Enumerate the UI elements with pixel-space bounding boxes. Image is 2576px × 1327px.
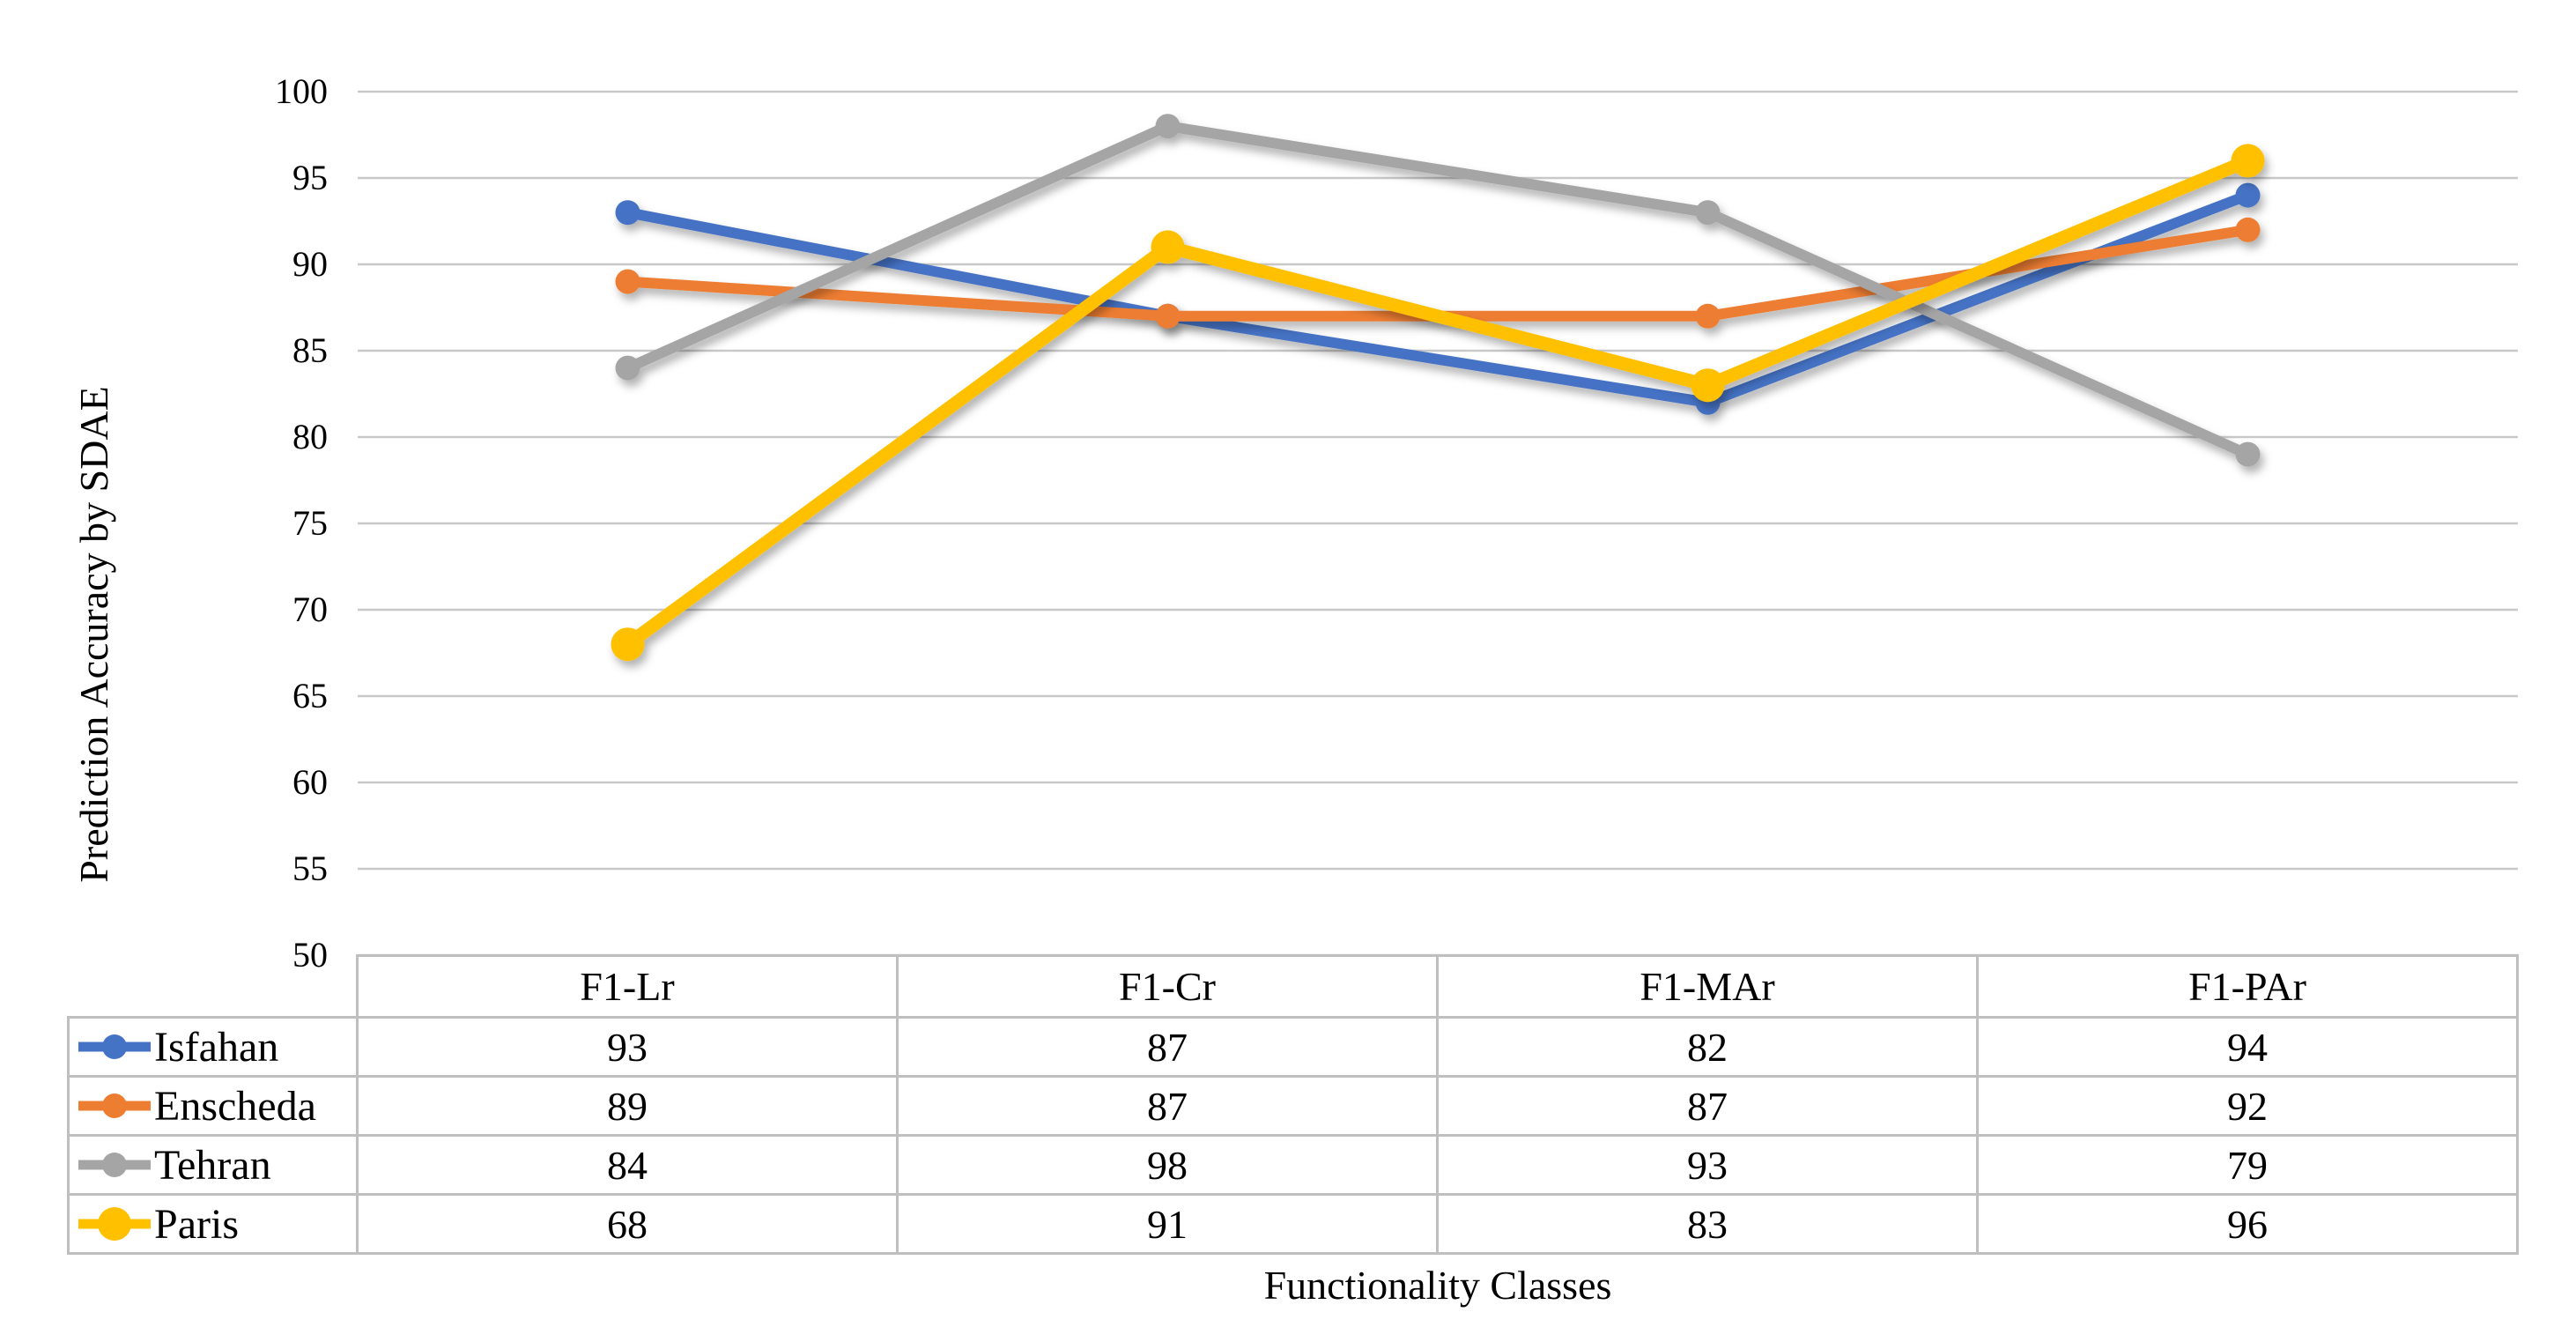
y-tick-label: 85: [292, 330, 328, 370]
table-value-cell: 94: [1976, 1016, 2519, 1078]
table-value-cell: 89: [356, 1075, 899, 1137]
table-value-cell: 87: [896, 1075, 1439, 1137]
data-point-marker: [2235, 441, 2261, 467]
category-header: F1-PAr: [1976, 954, 2519, 1019]
y-tick-label: 100: [275, 71, 328, 111]
table-value-cell: 87: [1436, 1075, 1979, 1137]
table-value-cell: 84: [356, 1134, 899, 1196]
y-tick-label: 60: [292, 762, 328, 802]
table-row: Paris 68 91 83 96: [67, 1193, 2519, 1255]
y-tick-label: 75: [292, 503, 328, 543]
table-value-cell: 87: [896, 1016, 1439, 1078]
data-point-marker: [611, 627, 645, 662]
legend-line-marker-icon: [78, 1034, 151, 1059]
data-point-marker: [1155, 303, 1181, 329]
series-paris: [611, 144, 2265, 662]
y-tick-label: 55: [292, 849, 328, 888]
legend-line-marker-icon: [78, 1207, 151, 1241]
series-name: Paris: [154, 1200, 239, 1248]
category-header: F1-Lr: [356, 954, 899, 1019]
table-value-cell: 98: [896, 1134, 1439, 1196]
category-header: F1-MAr: [1436, 954, 1979, 1019]
series-line: [622, 121, 2254, 460]
legend-cell: Tehran: [67, 1134, 359, 1196]
table-row: Isfahan 93 87 82 94: [67, 1016, 2519, 1078]
table-value-cell: 91: [896, 1193, 1439, 1255]
data-point-marker: [1155, 114, 1181, 139]
table-row: Tehran 84 98 93 79: [67, 1134, 2519, 1196]
y-tick-label: 70: [292, 589, 328, 629]
data-point-marker: [1695, 200, 1721, 226]
data-table-with-legend: F1-Lr F1-Cr F1-MAr F1-PAr Isfahan 93 87 82 94 Ens…: [67, 954, 2519, 1255]
legend-cell: Enscheda: [67, 1075, 359, 1137]
y-tick-label: 50: [292, 935, 328, 975]
series-line: [622, 224, 2254, 322]
y-tick-label: 65: [292, 676, 328, 715]
series-name: Isfahan: [154, 1023, 279, 1071]
data-point-marker: [2235, 217, 2261, 242]
table-value-cell: 92: [1976, 1075, 2519, 1137]
data-point-marker: [2235, 182, 2261, 208]
table-row: Enscheda 89 87 87 92: [67, 1075, 2519, 1137]
table-corner-cell: [69, 956, 358, 1018]
series-line: [622, 189, 2254, 408]
legend-line-marker-icon: [78, 1153, 151, 1177]
table-value-cell: 83: [1436, 1193, 1979, 1255]
legend-line-marker-icon: [78, 1093, 151, 1118]
table-value-cell: 93: [1436, 1134, 1979, 1196]
data-point-marker: [2231, 144, 2265, 178]
data-point-marker: [615, 200, 640, 226]
data-point-marker: [615, 355, 640, 381]
legend-cell: Paris: [67, 1193, 359, 1255]
table-value-cell: 93: [356, 1016, 899, 1078]
category-header: F1-Cr: [896, 954, 1439, 1019]
series-tehran: [615, 114, 2261, 467]
data-point-marker: [1151, 230, 1185, 264]
table-value-cell: 96: [1976, 1193, 2519, 1255]
x-axis-title: Functionality Classes: [1263, 1263, 1612, 1308]
data-point-marker: [1691, 368, 1725, 403]
y-tick-label: 90: [292, 244, 328, 284]
legend-cell: Isfahan: [67, 1016, 359, 1078]
data-point-marker: [615, 269, 640, 294]
table-value-cell: 79: [1976, 1134, 2519, 1196]
y-tick-label: 95: [292, 158, 328, 197]
table-value-cell: 82: [1436, 1016, 1979, 1078]
table-value-cell: 68: [356, 1193, 899, 1255]
y-tick-label: 80: [292, 417, 328, 456]
data-point-marker: [1695, 303, 1721, 329]
series-line: [621, 153, 2254, 651]
series-name: Tehran: [154, 1141, 271, 1189]
series-name: Enscheda: [154, 1082, 316, 1130]
chart-data-table: F1-Lr F1-Cr F1-MAr F1-PAr Isfahan 93 87 82 94 Ens…: [67, 954, 2519, 1255]
